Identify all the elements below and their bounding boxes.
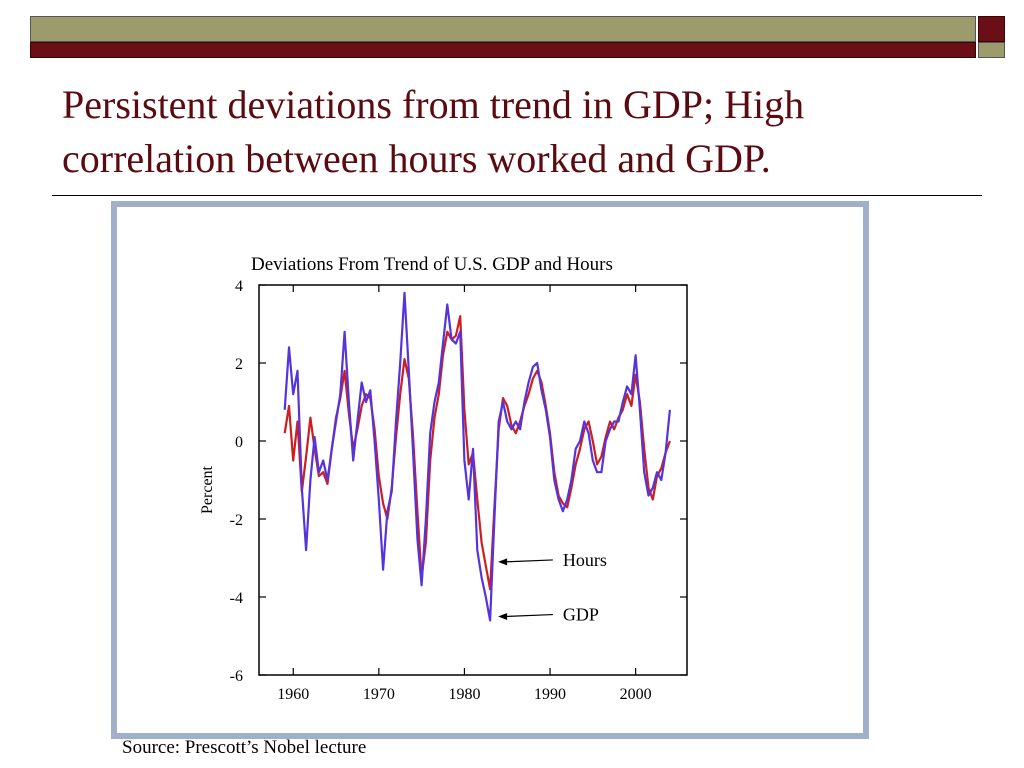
chart-title: Deviations From Trend of U.S. GDP and Ho…: [251, 254, 613, 275]
slide-title-line-2: correlation between hours worked and GDP…: [62, 136, 771, 181]
corner-square-olive: [978, 42, 1005, 58]
y-tick-label: 4: [235, 278, 243, 295]
annotations-layer: Hours GDP: [498, 550, 607, 625]
annotation-arrowhead: [498, 558, 508, 566]
x-tick-label: 2000: [620, 686, 652, 703]
source-note: Source: Prescott’s Nobel lecture: [122, 737, 367, 758]
x-tick-label: 1970: [363, 686, 395, 703]
x-tick-label: 1980: [448, 686, 480, 703]
annotation-arrow-hours: [504, 559, 553, 563]
header-bar-maroon: [30, 42, 976, 58]
plot-area: [258, 284, 688, 676]
y-tick-label: 2: [235, 356, 243, 373]
y-tick-label: -2: [230, 512, 243, 529]
annotation-label-gdp: GDP: [563, 605, 599, 625]
slide-title-line-1: Persistent deviations from trend in GDP;…: [62, 82, 805, 127]
y-tick-label: 0: [235, 434, 243, 451]
corner-square-maroon: [978, 16, 1005, 42]
annotation-arrow-gdp: [504, 613, 553, 618]
annotation-arrowhead: [498, 613, 508, 620]
header-bar: [30, 16, 976, 58]
annotation-label-hours: Hours: [563, 550, 607, 570]
chart-frame: Deviations From Trend of U.S. GDP and Ho…: [111, 201, 869, 739]
x-tick-label: 1990: [534, 686, 566, 703]
y-tick-label: -4: [230, 590, 243, 607]
title-divider: [52, 195, 982, 196]
y-axis-label: Percent: [199, 465, 216, 514]
chart-svg: Deviations From Trend of U.S. GDP and Ho…: [199, 254, 688, 703]
header-bar-olive: [30, 16, 976, 42]
x-tick-label: 1960: [277, 686, 309, 703]
ticks-layer: 4 2 0 -2 -4 -6 1960 1970 1980 1990 2000: [230, 278, 687, 703]
slide-title: Persistent deviations from trend in GDP;…: [62, 78, 962, 186]
series-line-gdp: [283, 291, 671, 622]
y-tick-label: -6: [230, 668, 243, 685]
series-layer: [283, 291, 671, 622]
